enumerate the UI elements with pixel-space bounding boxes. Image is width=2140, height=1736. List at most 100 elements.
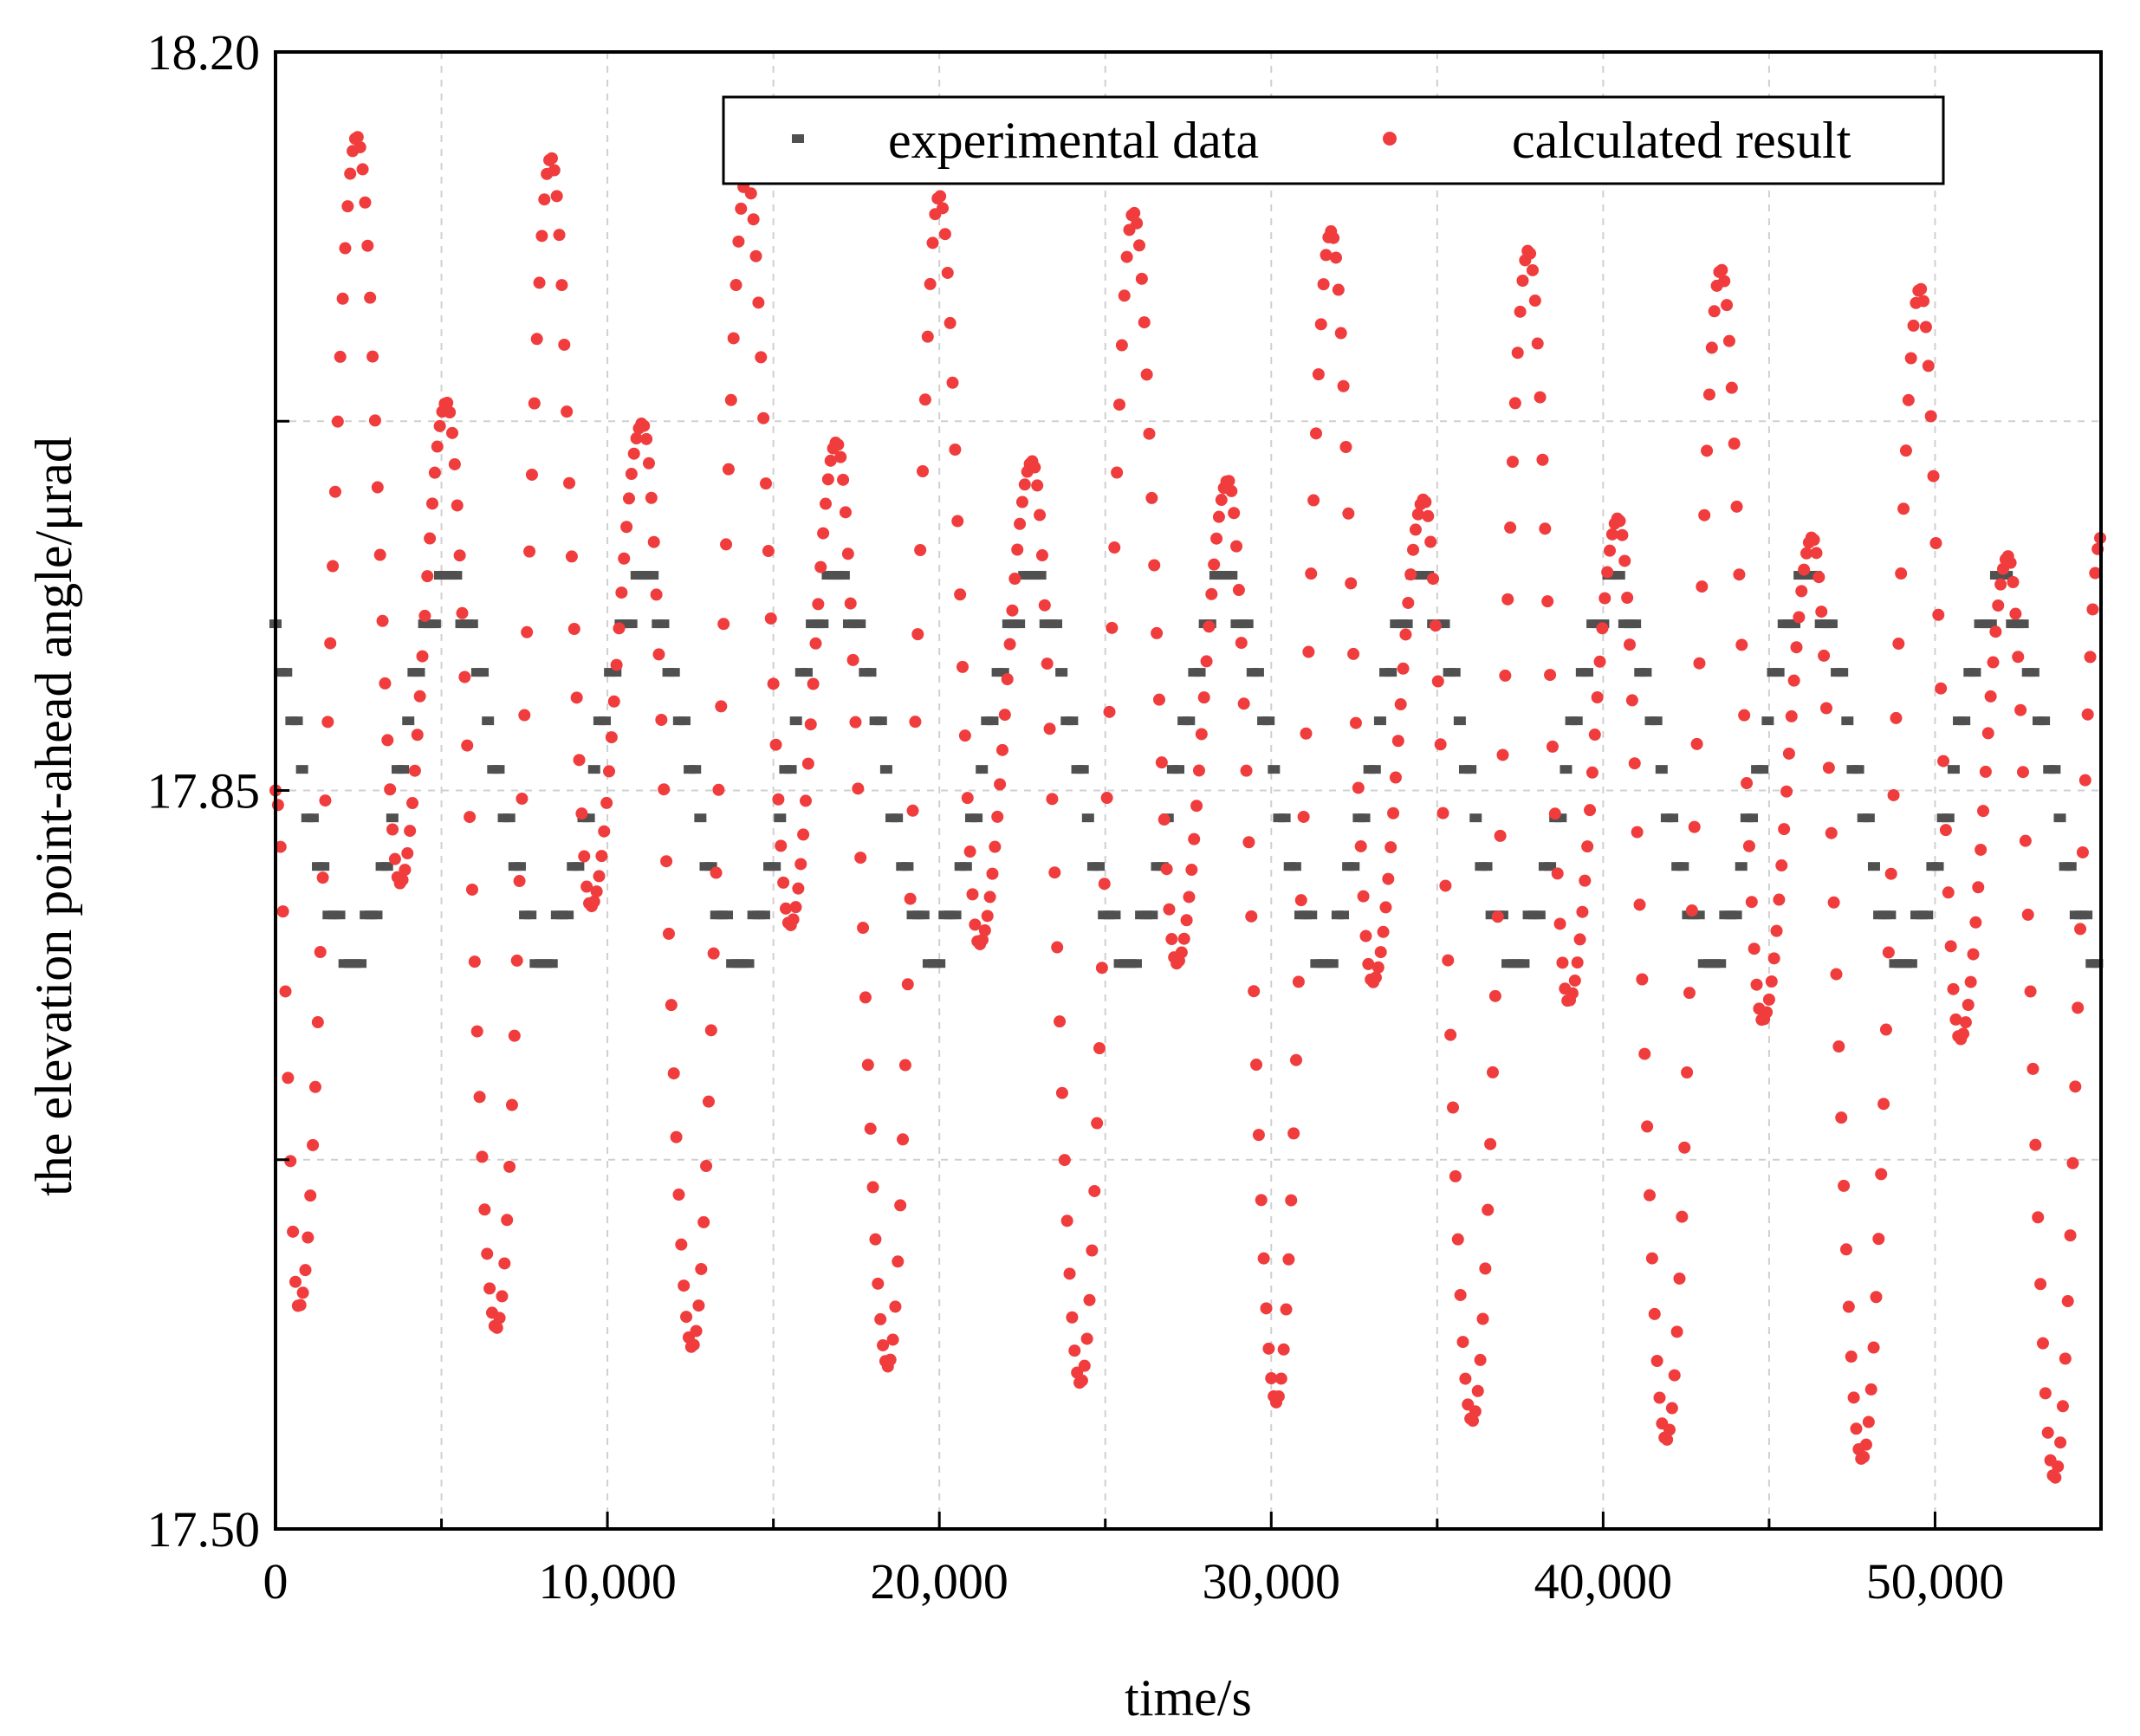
calculated-point — [445, 426, 458, 439]
calculated-point — [324, 637, 337, 650]
calculated-point — [817, 527, 830, 540]
calculated-point — [1770, 924, 1783, 937]
calculated-point — [1086, 1244, 1099, 1257]
calculated-point — [501, 1214, 514, 1227]
calculated-point — [1798, 563, 1811, 576]
calculated-point — [575, 807, 588, 820]
calculated-point — [1359, 930, 1372, 942]
calculated-point — [456, 606, 469, 619]
calculated-point — [989, 840, 1002, 853]
experimental-point — [1480, 862, 1493, 871]
calculated-point — [1349, 716, 1362, 729]
calculated-point — [1899, 444, 1912, 457]
experimental-point — [1251, 668, 1264, 677]
calculated-point — [1006, 604, 1019, 617]
calculated-point — [1625, 694, 1638, 707]
calculated-point — [976, 933, 989, 946]
calculated-point — [1825, 826, 1838, 839]
calculated-point — [1568, 974, 1581, 987]
experimental-point — [757, 910, 770, 920]
calculated-point — [533, 276, 546, 289]
calculated-point — [334, 350, 347, 363]
x-axis: 0 10,000 20,000 30,000 40,000 50,000 — [263, 1512, 2103, 1610]
calculated-point — [1399, 628, 1412, 641]
calculated-point — [2049, 1471, 2062, 1484]
calculated-point — [1765, 975, 1778, 988]
calculated-point — [458, 670, 471, 683]
calculated-point — [866, 1181, 879, 1194]
calculated-point — [1479, 1262, 1492, 1275]
calculated-point — [1242, 836, 1255, 849]
calculated-point — [1185, 864, 1198, 877]
calculated-point — [1035, 549, 1048, 562]
calculated-point — [368, 414, 381, 427]
calculated-point — [1586, 766, 1599, 779]
calculated-point — [2074, 923, 2087, 936]
calculated-point — [2078, 774, 2091, 787]
calculated-point — [938, 228, 951, 241]
calculated-point — [2054, 1436, 2067, 1449]
calculated-point — [724, 393, 737, 406]
experimental-point — [879, 765, 892, 774]
calculated-point — [1887, 788, 1900, 801]
calculated-point — [1058, 1154, 1071, 1167]
calculated-point — [1131, 217, 1144, 230]
calculated-point — [1721, 299, 1734, 312]
calculated-point — [1673, 1272, 1686, 1285]
calculated-point — [1650, 1354, 1663, 1367]
calculated-point — [1693, 657, 1706, 670]
calculated-point — [1054, 1015, 1067, 1028]
calculated-point — [1379, 901, 1392, 914]
calculated-point — [508, 1029, 521, 1042]
experimental-point — [1305, 910, 1318, 920]
calculated-point — [411, 729, 424, 742]
experimental-point — [694, 813, 707, 823]
calculated-point — [1442, 954, 1455, 967]
experimental-point — [412, 668, 425, 677]
calculated-point — [1103, 705, 1116, 718]
calculated-point — [416, 650, 429, 663]
experimental-point — [1129, 959, 1142, 968]
calculated-point — [722, 463, 735, 476]
calculated-point — [1698, 508, 1711, 521]
calculated-point — [1345, 577, 1358, 590]
calculated-point — [844, 597, 857, 610]
calculated-point — [1847, 1391, 1860, 1404]
experimental-point — [853, 619, 866, 629]
experimental-point — [1756, 765, 1769, 774]
legend-marker-calculated — [1383, 132, 1397, 146]
calculated-point — [1819, 702, 1832, 715]
calculated-point — [1151, 626, 1164, 639]
calculated-point — [1922, 360, 1935, 372]
calculated-point — [1616, 528, 1629, 541]
calculated-point — [1499, 669, 1512, 682]
calculated-point — [1668, 1369, 1681, 1382]
experimental-point — [397, 765, 410, 774]
calculated-point — [1705, 341, 1718, 354]
calculated-point — [1342, 507, 1355, 520]
calculated-point — [799, 794, 812, 807]
calculated-point — [1240, 764, 1253, 777]
calculated-point — [538, 193, 551, 206]
calculated-point — [1068, 1344, 1081, 1357]
calculated-point — [946, 376, 959, 389]
calculated-point — [1228, 507, 1241, 520]
calculated-point — [1624, 638, 1637, 651]
calculated-point — [461, 739, 474, 752]
calculated-point — [1676, 1210, 1689, 1223]
experimental-point — [1867, 862, 1880, 871]
calculated-point — [481, 1247, 494, 1260]
calculated-point — [304, 1189, 317, 1202]
calculated-point — [712, 783, 725, 796]
calculated-point — [1387, 806, 1400, 819]
calculated-point — [892, 1255, 905, 1268]
x-tick-label: 10,000 — [538, 1553, 677, 1610]
calculated-point — [1581, 840, 1594, 853]
calculated-point — [1135, 272, 1148, 285]
x-tick-label: 40,000 — [1534, 1553, 1673, 1610]
calculated-point — [1394, 698, 1407, 711]
calculated-point — [351, 131, 364, 144]
calculated-point — [1183, 891, 1196, 904]
experimental-point — [1735, 862, 1748, 871]
calculated-point — [1742, 839, 1755, 852]
